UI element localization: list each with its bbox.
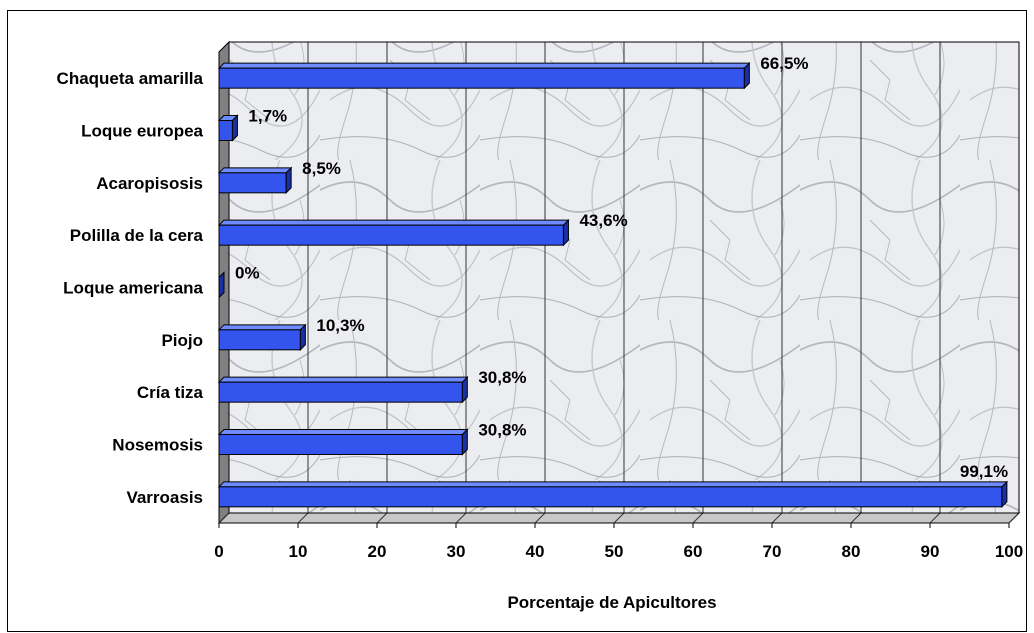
bars bbox=[217, 61, 1009, 509]
bar bbox=[217, 114, 239, 142]
category-label: Varroasis bbox=[126, 488, 203, 507]
data-label: 30,8% bbox=[478, 421, 526, 440]
category-label: Chaqueta amarilla bbox=[57, 69, 204, 88]
x-tick-label: 0 bbox=[214, 542, 223, 561]
floor-grid-line bbox=[613, 512, 625, 524]
data-label: 99,1% bbox=[960, 462, 1008, 481]
bar bbox=[217, 323, 307, 352]
floor-grid-line bbox=[455, 512, 467, 524]
category-label: Cría tiza bbox=[137, 383, 204, 402]
floor-grid-line bbox=[771, 512, 783, 524]
category-labels: Chaqueta amarilla Loque europea Acaropisos… bbox=[57, 69, 204, 507]
x-tick-label: 60 bbox=[684, 542, 703, 561]
floor-grid-line bbox=[376, 512, 388, 524]
category-label: Polilla de la cera bbox=[70, 226, 204, 245]
data-label: 30,8% bbox=[478, 368, 526, 387]
data-label: 1,7% bbox=[248, 107, 287, 126]
category-label: Acaropisosis bbox=[96, 174, 203, 193]
data-label: 8,5% bbox=[302, 159, 341, 178]
data-label: 43,6% bbox=[579, 211, 627, 230]
x-tick-label: 90 bbox=[921, 542, 940, 561]
floor-grid-line bbox=[929, 512, 941, 524]
x-axis-title: Porcentaje de Apicultores bbox=[507, 593, 716, 612]
category-label: Loque europea bbox=[81, 122, 203, 141]
x-tick-label: 70 bbox=[763, 542, 782, 561]
data-labels: 66,5% 1,7% 8,5% 43,6% 0% 10,3% 30,8% 30,8% 99,1% bbox=[235, 54, 1008, 481]
floor-grid-line bbox=[297, 512, 309, 524]
bar bbox=[217, 218, 570, 247]
x-axis-ticks: 0 10 20 30 40 50 60 70 80 90 100 bbox=[214, 523, 1023, 561]
category-label: Piojo bbox=[161, 331, 203, 350]
floor-grid-line bbox=[534, 512, 546, 524]
floor-grid-line bbox=[218, 512, 230, 524]
floor-grid-line bbox=[1008, 512, 1020, 524]
data-label: 66,5% bbox=[760, 54, 808, 73]
bar bbox=[217, 375, 469, 404]
x-tick-label: 50 bbox=[605, 542, 624, 561]
x-tick-label: 100 bbox=[995, 542, 1023, 561]
data-label: 0% bbox=[235, 264, 260, 283]
bar bbox=[217, 61, 751, 90]
x-tick-label: 20 bbox=[368, 542, 387, 561]
bar bbox=[217, 166, 293, 195]
x-tick-label: 30 bbox=[447, 542, 466, 561]
bar bbox=[217, 480, 1009, 509]
bar bbox=[218, 271, 225, 299]
floor-grid-line bbox=[850, 512, 862, 524]
bar bbox=[217, 428, 469, 456]
data-label: 10,3% bbox=[316, 316, 364, 335]
x-tick-label: 40 bbox=[526, 542, 545, 561]
x-tick-label: 80 bbox=[842, 542, 861, 561]
floor-grid-line bbox=[692, 512, 704, 524]
category-label: Loque americana bbox=[63, 279, 203, 298]
x-tick-label: 10 bbox=[289, 542, 308, 561]
category-label: Nosemosis bbox=[112, 436, 203, 455]
